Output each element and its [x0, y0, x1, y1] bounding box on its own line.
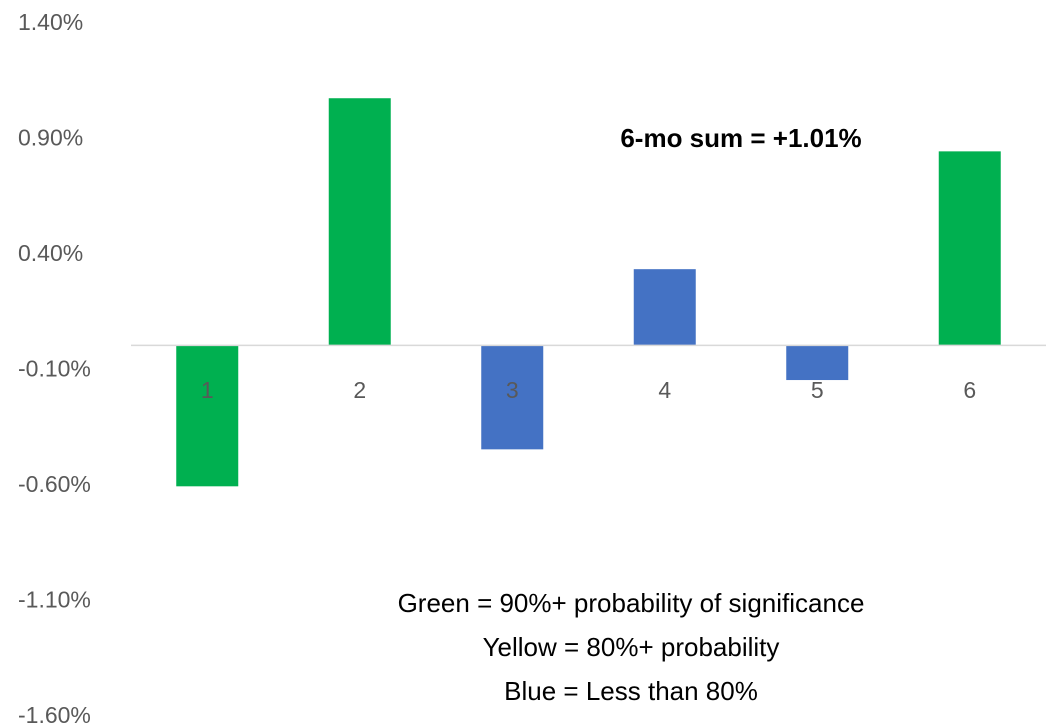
category-label: 6 [963, 377, 976, 403]
category-label: 5 [811, 377, 824, 403]
y-tick-label: -0.10% [18, 356, 91, 382]
y-tick-label: 0.90% [18, 125, 83, 151]
bar-1 [176, 345, 239, 487]
legend-line-yellow: Yellow = 80%+ probability [483, 632, 780, 662]
sum-annotation: 6-mo sum = +1.01% [620, 123, 861, 153]
y-axis-ticks: 1.40% 0.90% 0.40% -0.10% -0.60% -1.10% -1.60% [18, 9, 91, 728]
y-tick-label: -1.10% [18, 587, 91, 613]
category-label: 4 [658, 377, 671, 403]
category-labels: 1 2 3 4 5 6 [201, 377, 976, 403]
bar-3 [481, 345, 544, 450]
bars [176, 98, 1001, 487]
y-tick-label: -1.60% [18, 702, 91, 728]
category-label: 3 [506, 377, 519, 403]
legend-line-blue: Blue = Less than 80% [504, 676, 758, 706]
bar-4 [633, 269, 696, 346]
category-label: 2 [353, 377, 366, 403]
category-label: 1 [201, 377, 214, 403]
y-tick-label: -0.60% [18, 471, 91, 497]
y-tick-label: 0.40% [18, 240, 83, 266]
bar-6 [938, 151, 1001, 346]
bar-5 [786, 345, 849, 381]
legend-line-green: Green = 90%+ probability of significance [398, 588, 865, 618]
y-tick-label: 1.40% [18, 9, 83, 35]
bar-2 [328, 98, 391, 346]
